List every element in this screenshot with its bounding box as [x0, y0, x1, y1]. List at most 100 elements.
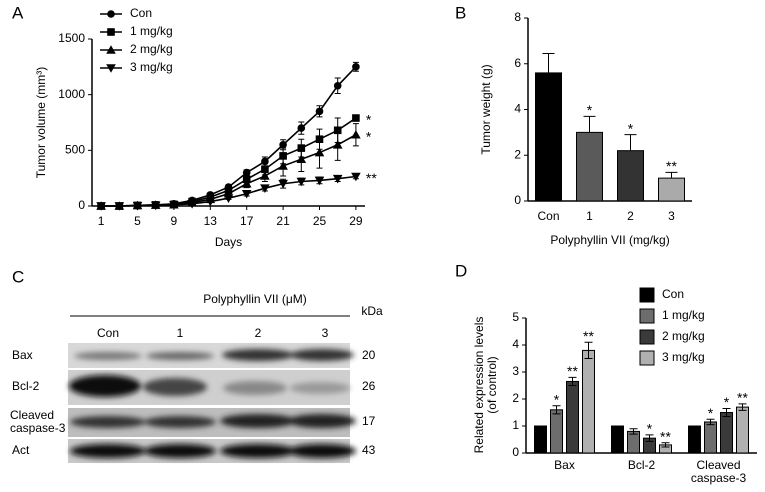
marker [278, 161, 288, 170]
marker [351, 172, 361, 182]
x-tick-label: 29 [349, 214, 363, 228]
marker [296, 177, 307, 187]
bar [658, 177, 685, 202]
y-tick-label: 8 [514, 10, 521, 24]
legend-label: 1 mg/kg [130, 24, 173, 38]
significance: ** [737, 390, 748, 406]
y-tick-label: 0 [514, 193, 521, 207]
marker [352, 114, 360, 122]
y-tick-label: 4 [512, 337, 519, 351]
marker [106, 45, 116, 54]
x-tick-label: 21 [276, 214, 290, 228]
marker [107, 10, 115, 18]
marker [314, 176, 325, 186]
lane-label: 3 [322, 326, 329, 340]
significance: * [708, 405, 714, 421]
significance: ** [660, 428, 671, 444]
lane-label: Con [97, 326, 119, 340]
bar [704, 421, 717, 454]
marker [96, 202, 106, 211]
legend-label: 1 mg/kg [662, 308, 705, 322]
marker [279, 140, 287, 149]
kda-value: 43 [362, 443, 376, 457]
y-axis-label: Tumor volume (mm³) [34, 67, 48, 179]
x-tick-label: Con [537, 209, 559, 223]
bar [736, 406, 749, 454]
x-tick-label: 1 [98, 214, 105, 228]
x-tick-label: Bcl-2 [627, 458, 656, 472]
legend-swatch [639, 329, 655, 345]
blot-image [68, 343, 356, 463]
bar [550, 409, 563, 454]
x-tick-label: 13 [204, 214, 218, 228]
error-bar [722, 407, 731, 418]
row-label: Cleaved caspase-3 [10, 408, 66, 435]
row-label: Act [12, 443, 30, 457]
y-tick-label: 0 [512, 445, 519, 459]
marker [351, 129, 361, 139]
bar [617, 150, 644, 202]
y-tick-label: 5 [512, 310, 519, 324]
marker [261, 165, 269, 174]
legend-label: 3 mg/kg [662, 350, 705, 364]
marker [241, 178, 252, 188]
significance: * [587, 102, 593, 118]
significance: ** [567, 363, 578, 379]
legend-label: Con [130, 6, 152, 20]
marker [132, 201, 143, 211]
x-tick-label: 25 [313, 214, 327, 228]
legend-label: 3 mg/kg [130, 60, 173, 74]
marker [242, 168, 251, 177]
x-tick-label: 17 [240, 214, 254, 228]
marker [169, 201, 179, 210]
x-tick-label: 3 [668, 209, 675, 223]
y-tick-label: 1500 [58, 31, 85, 45]
row-label: Bcl-2 [12, 379, 40, 393]
marker [114, 202, 125, 211]
marker [205, 197, 216, 207]
legend-swatch [639, 308, 655, 324]
significance: * [366, 112, 372, 128]
legend-swatch [639, 287, 655, 303]
error-bar [645, 434, 654, 442]
y-tick-label: 500 [65, 143, 85, 157]
treatment-label: Polyphyllin VII (μM) [203, 292, 307, 306]
significance: * [724, 394, 730, 410]
bar [720, 412, 733, 454]
y-axis-label: Related expression levels (of control) [472, 316, 499, 453]
marker [241, 189, 252, 199]
marker [315, 107, 324, 116]
marker [260, 184, 270, 193]
bar [627, 430, 640, 454]
marker [332, 139, 343, 149]
significance: * [554, 391, 560, 407]
kda-value: 17 [362, 414, 376, 428]
lane-label: 2 [255, 326, 262, 340]
marker [107, 28, 115, 36]
error-bar [552, 405, 561, 415]
x-tick-label: 2 [627, 209, 634, 223]
marker [106, 64, 116, 73]
marker [278, 179, 288, 189]
y-tick-label: 4 [514, 102, 521, 116]
significance: * [647, 421, 653, 437]
marker [150, 201, 161, 211]
y-tick-label: 2 [512, 391, 519, 405]
panel-label: A [12, 3, 24, 22]
y-tick-label: 3 [512, 364, 519, 378]
significance: * [366, 128, 372, 144]
marker [314, 147, 325, 157]
marker [187, 199, 197, 209]
x-tick-label: Cleaved caspase-3 [690, 458, 747, 485]
y-tick-label: 1000 [58, 87, 85, 101]
lane-label: 1 [177, 326, 184, 340]
x-axis-label: Polyphyllin VII (mg/kg) [550, 233, 669, 247]
error-bar [661, 442, 670, 448]
error-bar [738, 403, 747, 411]
marker [332, 174, 343, 184]
y-tick-label: 1 [512, 418, 519, 432]
significance: ** [366, 170, 377, 186]
legend-label: Con [662, 287, 684, 301]
marker [296, 154, 307, 164]
